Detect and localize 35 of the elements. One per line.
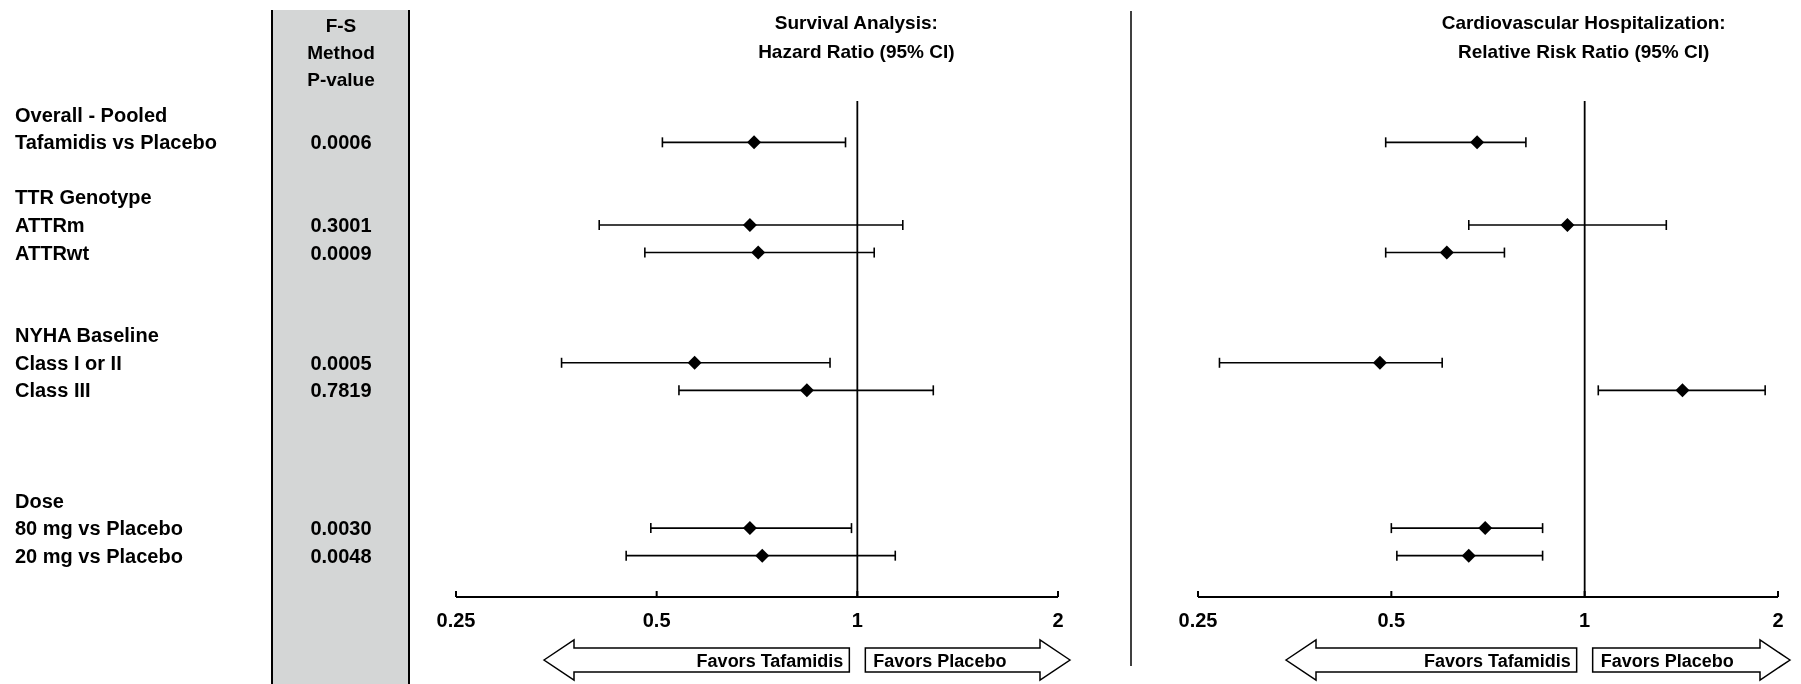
- x-tick-label: 1: [1579, 609, 1591, 631]
- text: Favors Tafamidis: [696, 651, 844, 671]
- text: Favors Placebo: [873, 651, 1007, 671]
- x-tick-label: 0.25: [436, 609, 476, 631]
- x-tick-label: 1: [851, 609, 863, 631]
- category-label: TTR Genotype: [15, 186, 152, 209]
- chart-title: Survival Analysis:: [774, 12, 938, 33]
- text: Favors Placebo: [1600, 651, 1734, 671]
- x-tick-label: 0.5: [1377, 609, 1406, 631]
- text: F-S Method P-value: [307, 15, 375, 90]
- text: 0.0030: [310, 517, 372, 540]
- category-label: NYHA Baseline: [15, 324, 159, 347]
- category-label: Tafamidis vs Placebo: [15, 131, 217, 154]
- text: 0.3001: [310, 214, 372, 236]
- category-label: 20 mg vs Placebo: [15, 544, 183, 567]
- x-tick-label: 0.5: [642, 609, 671, 631]
- x-tick-label: 0.25: [1178, 609, 1218, 631]
- text: 0.0006: [310, 131, 372, 154]
- chart-title: Cardiovascular Hospitalization:: [1441, 12, 1726, 33]
- chart-subtitle: Hazard Ratio (95% CI): [758, 41, 955, 62]
- category-label: Class I or II: [15, 351, 122, 374]
- chart-subtitle: Relative Risk Ratio (95% CI): [1458, 41, 1710, 62]
- x-tick-label: 2: [1052, 609, 1064, 631]
- category-label: Dose: [15, 489, 64, 512]
- text: Favors Tafamidis: [1423, 651, 1571, 671]
- category-label: Class III: [15, 379, 91, 402]
- text: 0.7819: [310, 379, 372, 402]
- text: 0.0009: [310, 241, 372, 264]
- text: 0.0048: [310, 544, 372, 567]
- text: 0.0005: [310, 351, 372, 374]
- x-tick-label: 2: [1772, 609, 1784, 631]
- category-label: ATTRwt: [15, 241, 90, 264]
- category-label: 80 mg vs Placebo: [15, 517, 183, 540]
- category-label: Overall - Pooled: [15, 103, 168, 126]
- category-label: ATTRm: [15, 214, 85, 236]
